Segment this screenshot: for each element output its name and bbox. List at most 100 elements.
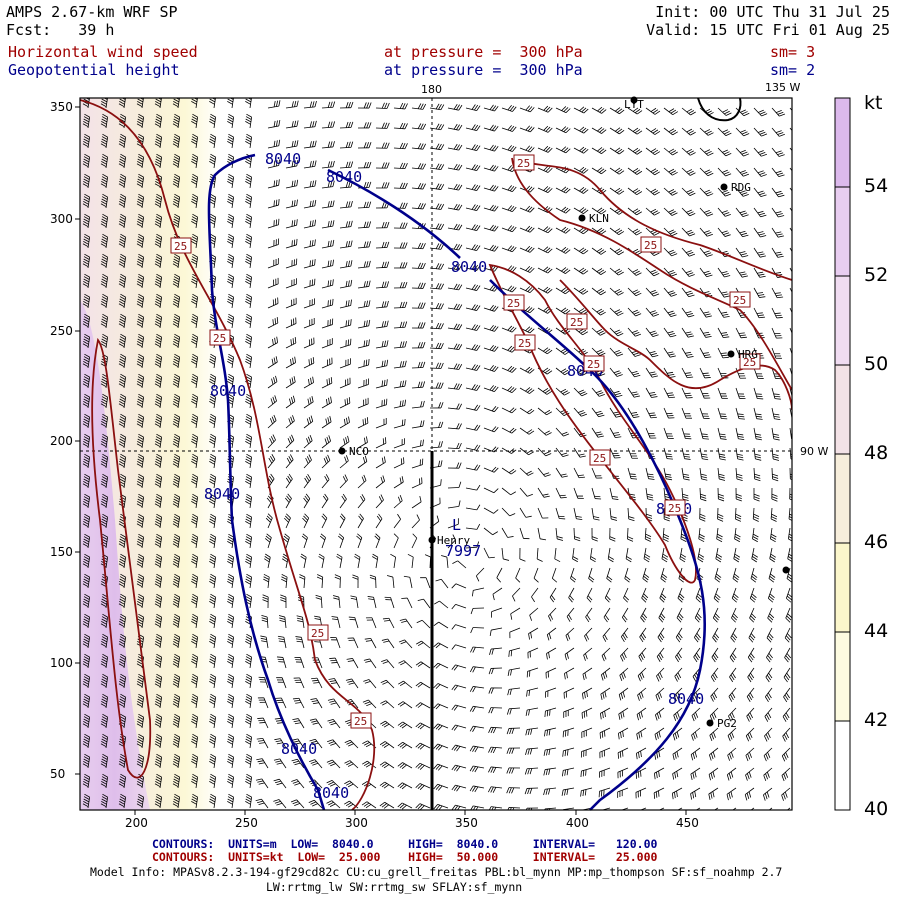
wind-barb: [537, 125, 553, 133]
wind-barb: [118, 413, 127, 429]
wind-barb: [627, 127, 643, 135]
wind-barb: [411, 123, 427, 130]
wind-barb: [327, 698, 341, 709]
wind-barb: [771, 387, 781, 400]
wind-barb: [658, 807, 665, 810]
wind-barb: [375, 281, 390, 289]
wind-barb: [489, 647, 503, 655]
wind-barb: [245, 753, 253, 769]
wind-barb: [339, 338, 352, 349]
wind-barb: [245, 553, 253, 569]
wind-barb: [690, 747, 701, 761]
wind-barb: [375, 261, 390, 269]
wind-barb: [645, 487, 654, 501]
model-physics-info: LW:rrtmg_lw SW:rrtmg_sw SFLAY:sf_mynn: [266, 880, 523, 894]
wind-barb: [82, 253, 91, 269]
wind-barb: [766, 647, 773, 663]
wind-barb: [291, 758, 305, 769]
wind-barb: [644, 527, 652, 542]
wind-barb: [118, 653, 127, 669]
wind-barb: [285, 179, 299, 189]
wind-barb: [393, 142, 408, 150]
wind-barb: [100, 793, 109, 809]
wind-barb: [191, 573, 199, 589]
wind-barb: [607, 547, 614, 563]
wind-barb: [599, 767, 611, 778]
wind-barb: [519, 225, 535, 233]
wind-barb: [471, 587, 485, 597]
wind-barb: [752, 507, 760, 522]
wind-barb: [643, 547, 651, 563]
wind-barb: [100, 333, 109, 349]
wind-barb: [321, 474, 330, 489]
wind-barb: [303, 160, 317, 169]
wind-barb: [393, 122, 408, 130]
wind-barb: [771, 487, 778, 502]
wind-barb: [100, 233, 109, 249]
wind-barb: [347, 637, 359, 649]
wind-barb: [227, 213, 235, 229]
wind-barb: [82, 793, 91, 809]
wind-barb: [465, 104, 481, 112]
wind-barb: [617, 727, 629, 740]
station-nco-label: NCO: [349, 445, 369, 458]
wind-barb: [662, 527, 670, 542]
wind-barb: [118, 213, 127, 229]
wind-barb: [154, 353, 163, 369]
wind-barb: [729, 667, 737, 683]
wind-barb: [302, 513, 310, 529]
wind-barb: [136, 613, 145, 629]
wind-barb: [591, 467, 603, 479]
wind-barb: [332, 595, 341, 609]
wind-barb: [681, 207, 696, 217]
wind-barb: [717, 207, 731, 217]
wind-barb: [763, 747, 773, 762]
wind-barb: [624, 567, 631, 583]
wind-barb: [209, 393, 217, 409]
wind-barb: [154, 733, 163, 749]
wind-barb: [191, 133, 199, 149]
wind-barb: [393, 262, 408, 269]
wind-barb: [398, 660, 413, 669]
wind-barb: [172, 413, 181, 429]
wind-barb: [296, 615, 305, 629]
wind-barb: [735, 427, 745, 441]
wind-barb: [227, 673, 235, 689]
wind-barb: [339, 101, 354, 109]
colorbar-segment: [835, 365, 850, 454]
wind-barb: [209, 673, 217, 689]
wind-barb: [588, 567, 595, 583]
wind-barb: [609, 487, 619, 500]
wind-barb: [771, 127, 785, 137]
wind-barb: [589, 547, 597, 563]
wind-barb: [209, 553, 217, 569]
wind-barb: [733, 547, 741, 563]
wind-barb: [367, 596, 377, 609]
wind-barb: [82, 273, 91, 289]
wind-barb: [357, 260, 371, 269]
wind-barb: [100, 633, 109, 649]
wind-barb: [555, 527, 564, 541]
wind-barb: [433, 642, 449, 649]
wind-barb: [771, 167, 785, 178]
wind-barb: [191, 653, 199, 669]
wind-barb: [136, 673, 145, 689]
low-symbol: L: [452, 516, 461, 534]
wind-barb: [781, 767, 791, 782]
wind-barb: [555, 387, 570, 396]
wind-barb: [267, 375, 278, 389]
wind-barb: [339, 493, 347, 509]
wind-barb: [771, 107, 786, 117]
wind-barb: [82, 213, 91, 229]
wind-barb: [713, 807, 719, 810]
wind-barb: [447, 203, 463, 211]
wind-barb: [591, 347, 606, 357]
wind-barb: [694, 607, 702, 623]
wind-barb: [717, 107, 732, 116]
wind-barb: [415, 702, 431, 709]
wind-barb: [544, 707, 557, 718]
wind-barb: [433, 763, 449, 771]
wind-barb: [681, 467, 690, 481]
wind-barb: [767, 607, 775, 623]
wind-barb: [731, 587, 739, 603]
